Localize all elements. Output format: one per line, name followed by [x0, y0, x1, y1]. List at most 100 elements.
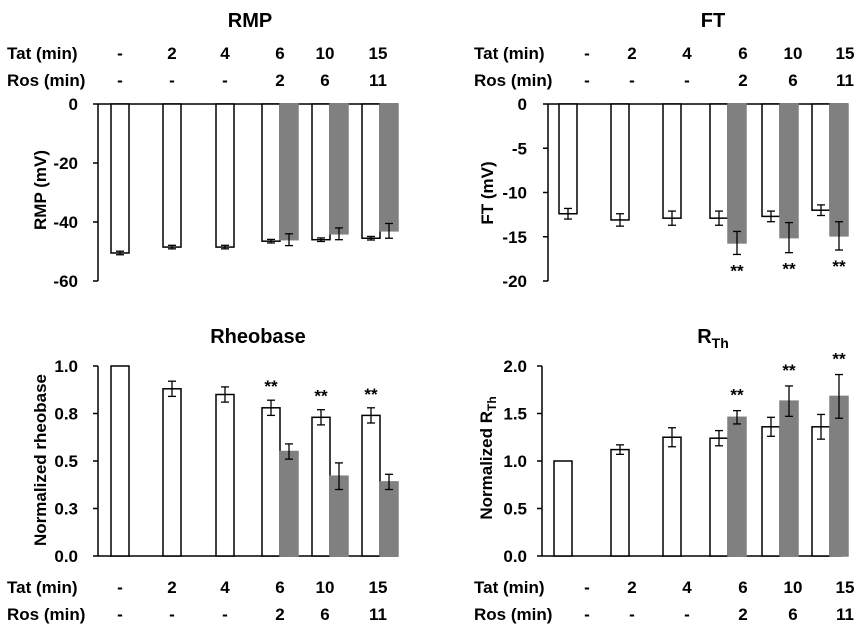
conditions-rth: Tat (min) Ros (min) — [474, 578, 552, 624]
tat-value: - — [584, 44, 590, 63]
tat-label-rmp: Tat (min) — [7, 44, 78, 63]
conditions-ft: Tat (min) Ros (min) — [474, 44, 552, 90]
bar-tat — [311, 103, 331, 241]
tat-value: 15 — [836, 578, 855, 597]
y-axis-label-rth-main: Normalized R — [477, 411, 496, 520]
bar-tat — [610, 103, 630, 221]
panel-ft: FT Tat (min) Ros (min) FT (mV) 0 -5 -10 -15… — [474, 10, 854, 291]
bar-tat-ros — [779, 400, 799, 557]
ros-value: - — [629, 605, 635, 624]
tat-value: 6 — [275, 578, 284, 597]
y-axis-label-rth-sub: Th — [485, 396, 499, 411]
tat-value: - — [117, 44, 123, 63]
significance-marker: ** — [730, 386, 744, 405]
bar-tat — [662, 436, 682, 557]
bar-tat-ros — [379, 481, 399, 557]
chart-title-rheobase: Rheobase — [210, 326, 306, 348]
y-axis-label-rth: Normalized RTh — [477, 396, 499, 519]
ros-value: 6 — [788, 605, 797, 624]
ros-value: - — [117, 71, 123, 90]
y-tick-label: 0.8 — [54, 405, 78, 424]
ros-value: 6 — [320, 605, 329, 624]
plot-area-ft: 0 -5 -10 -15 -20 ** ** ** - 2 4 6 10 15 - - - 2 6 11 — [502, 44, 854, 291]
tat-value: 2 — [627, 44, 636, 63]
significance-marker: ** — [730, 261, 744, 280]
tat-value: - — [117, 578, 123, 597]
ros-value: 11 — [369, 71, 387, 90]
ros-value: 2 — [738, 605, 747, 624]
tat-label-ft: Tat (min) — [474, 44, 545, 63]
panel-rth: RTh Normalized RTh Tat (min) Ros (min) 0… — [474, 326, 854, 624]
bar-tat — [361, 103, 381, 239]
ros-label-rmp: Ros (min) — [7, 71, 85, 90]
bar-tat — [553, 460, 573, 557]
bar-tat — [709, 103, 729, 219]
tat-value: 4 — [220, 44, 230, 63]
tat-label-rheobase: Tat (min) — [7, 578, 78, 597]
significance-marker: ** — [314, 387, 328, 406]
bar-tat-ros — [279, 103, 299, 241]
ros-value: - — [222, 71, 228, 90]
bar-tat-ros — [779, 103, 799, 239]
tat-value: 10 — [784, 578, 803, 597]
ros-value: 11 — [836, 71, 854, 90]
y-tick-label: -15 — [502, 228, 527, 247]
ros-value: 11 — [836, 605, 854, 624]
tat-label-rth: Tat (min) — [474, 578, 545, 597]
chart-title-rmp: RMP — [228, 10, 272, 32]
chart-title-rth-sub: Th — [712, 335, 729, 351]
significance-marker: ** — [782, 361, 796, 380]
bar-tat — [261, 103, 281, 242]
tat-value: 10 — [316, 578, 335, 597]
y-axis-label-ft: FT (mV) — [478, 161, 497, 224]
significance-marker: ** — [364, 385, 378, 404]
bar-tat-ros — [329, 103, 349, 235]
tat-value: 4 — [682, 44, 692, 63]
significance-marker: ** — [782, 260, 796, 279]
significance-marker: ** — [832, 257, 846, 276]
conditions-rheobase: Tat (min) Ros (min) — [7, 578, 85, 624]
bar-tat-ros — [829, 395, 849, 557]
y-tick-label: 1.0 — [503, 452, 527, 471]
y-axis-label-rmp: RMP (mV) — [31, 150, 50, 230]
ros-value: 11 — [369, 605, 387, 624]
bar-tat — [662, 103, 682, 219]
y-tick-label: -20 — [53, 154, 78, 173]
ros-value: 6 — [320, 71, 329, 90]
bar-tat — [811, 426, 831, 557]
tat-value: - — [584, 578, 590, 597]
ros-value: - — [222, 605, 228, 624]
y-tick-label: 0 — [518, 95, 527, 114]
ros-value: - — [169, 605, 175, 624]
bar-tat — [110, 103, 130, 254]
bar-tat-ros — [829, 103, 849, 237]
plot-area-rth: 0.0 0.5 1.0 1.5 2.0 ** ** ** - 2 4 6 10 15 - - - 2 6 11 — [503, 350, 854, 624]
bar-tat — [162, 103, 182, 248]
y-tick-label: -5 — [512, 139, 527, 158]
tat-value: 6 — [738, 578, 747, 597]
tat-value: 10 — [316, 44, 335, 63]
tat-value: 2 — [167, 578, 176, 597]
bar-tat — [610, 448, 630, 557]
y-tick-label: -10 — [502, 184, 527, 203]
panel-rmp: RMP Tat (min) Ros (min) RMP (mV) 0-20-40… — [7, 10, 399, 291]
plot-area-rmp: 0 -20 -40 -60 - 2 4 6 10 15 - - - 2 6 11 — [53, 44, 399, 291]
plot-area-rheobase: 0.0 0.3 0.5 0.8 1.0 ** ** ** - 2 4 6 10 15 - - - 2 6 11 — [54, 357, 399, 624]
ros-value: 2 — [275, 605, 284, 624]
y-tick-label: 1.5 — [503, 405, 527, 424]
bar-tat — [261, 407, 281, 557]
y-tick-label: 1.0 — [54, 357, 78, 376]
chart-title-ft: FT — [701, 10, 725, 32]
y-tick-label: 0.5 — [54, 452, 78, 471]
tat-value: 4 — [682, 578, 692, 597]
bar-tat — [709, 437, 729, 557]
bar-tat — [811, 103, 831, 211]
bar-tat — [311, 416, 331, 557]
tat-value: 6 — [738, 44, 747, 63]
y-tick-label: -60 — [53, 272, 78, 291]
bar-tat-ros — [727, 103, 747, 244]
y-tick-label: -20 — [502, 272, 527, 291]
conditions-rmp: Tat (min) Ros (min) — [7, 44, 85, 90]
bar-tat — [110, 365, 130, 557]
